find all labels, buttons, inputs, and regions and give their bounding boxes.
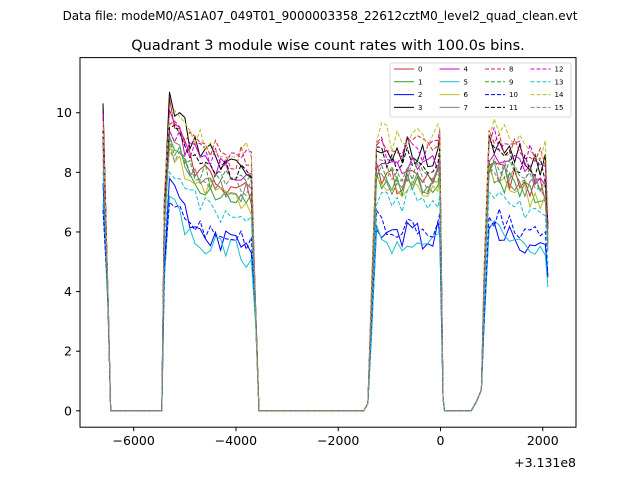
legend-label-5: 5 <box>464 78 468 86</box>
series-line-15 <box>102 148 549 412</box>
series-line-14 <box>102 109 549 412</box>
legend-label-13: 13 <box>555 78 564 86</box>
series-line-4 <box>102 109 549 412</box>
legend-label-8: 8 <box>509 66 513 74</box>
y-tick-label: 6 <box>64 224 72 239</box>
legend-label-6: 6 <box>464 91 469 99</box>
legend-label-15: 15 <box>555 104 564 112</box>
x-tick-label: 0 <box>437 433 445 448</box>
y-tick-label: 4 <box>64 284 72 299</box>
y-tick-label: 0 <box>64 403 72 418</box>
legend-box <box>389 62 572 118</box>
legend-label-0: 0 <box>418 66 422 74</box>
y-tick-label: 10 <box>56 105 72 120</box>
legend-label-9: 9 <box>509 78 513 86</box>
x-tick-label: −4000 <box>215 433 257 448</box>
legend-label-3: 3 <box>418 104 422 112</box>
x-tick-label: −2000 <box>317 433 359 448</box>
chart-title: Quadrant 3 module wise count rates with … <box>131 38 525 54</box>
x-tick-label: 2000 <box>527 433 559 448</box>
legend-label-2: 2 <box>418 91 422 99</box>
legend-label-4: 4 <box>464 66 469 74</box>
x-tick-label: −6000 <box>113 433 155 448</box>
x-offset-label: +3.131e8 <box>514 455 576 470</box>
series-lines <box>102 91 549 412</box>
series-line-2 <box>102 176 549 412</box>
legend-label-12: 12 <box>555 66 564 74</box>
y-tick-label: 8 <box>64 165 72 180</box>
series-line-5 <box>102 195 549 412</box>
legend-label-14: 14 <box>555 91 564 99</box>
plot-frame <box>79 57 577 428</box>
legend-label-10: 10 <box>509 91 518 99</box>
data-file-suptitle: Data file: modeM0/AS1A07_049T01_90000033… <box>63 9 578 23</box>
legend-label-1: 1 <box>418 78 422 86</box>
x-axis: −6000 −4000 −2000 0 2000 <box>113 427 559 448</box>
legend-label-7: 7 <box>464 104 468 112</box>
series-line-10 <box>102 201 549 412</box>
legend-label-11: 11 <box>509 104 518 112</box>
y-axis: 0 2 4 6 8 10 <box>56 105 80 418</box>
series-line-7 <box>102 130 549 412</box>
y-tick-label: 2 <box>64 344 72 359</box>
